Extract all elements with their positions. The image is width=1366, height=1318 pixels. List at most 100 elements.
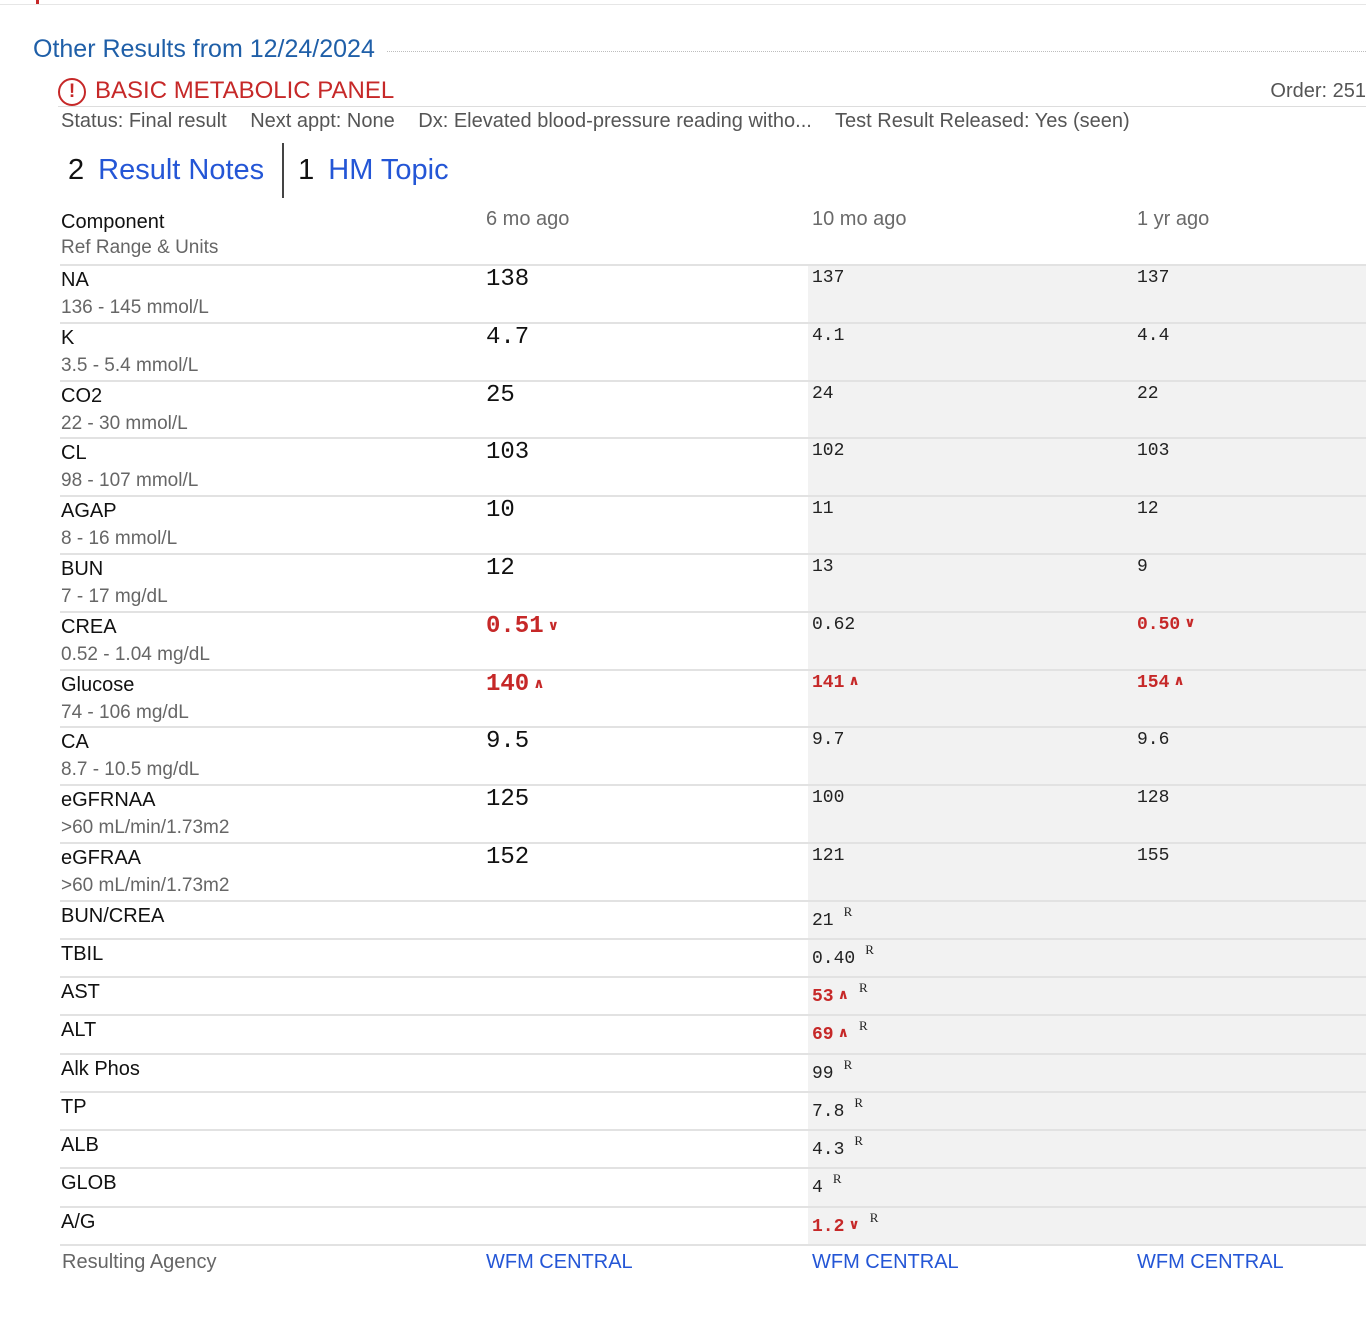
result-value-text: 21 bbox=[812, 911, 834, 931]
result-value-6mo[interactable]: 12 bbox=[486, 555, 515, 582]
panel-title[interactable]: BASIC METABOLIC PANEL bbox=[95, 77, 395, 104]
result-value-6mo[interactable]: 140 ∧ bbox=[486, 671, 545, 698]
result-value-10mo[interactable]: 4.1 bbox=[812, 326, 844, 346]
component-name[interactable]: CL bbox=[61, 442, 87, 464]
table-row: CO2 22 - 30 mmol/L 25 24 22 bbox=[60, 380, 1366, 439]
component-name[interactable]: AST bbox=[61, 981, 100, 1003]
result-note-marker[interactable]: R bbox=[843, 904, 853, 919]
component-name[interactable]: K bbox=[61, 327, 75, 349]
result-value-6mo[interactable]: 0.51 ∨ bbox=[486, 613, 559, 640]
result-value-1yr[interactable]: 155 bbox=[1137, 846, 1169, 866]
result-value-1yr[interactable]: 4.4 bbox=[1137, 326, 1169, 346]
result-value-6mo[interactable]: 4.7 bbox=[486, 324, 529, 351]
result-note-marker[interactable]: R bbox=[869, 1210, 879, 1225]
hm-topic-label[interactable]: HM Topic bbox=[328, 154, 449, 186]
result-value-10mo[interactable]: 102 bbox=[812, 441, 844, 461]
reference-range: 3.5 - 5.4 mmol/L bbox=[61, 355, 199, 376]
result-value-1yr[interactable]: 137 bbox=[1137, 268, 1169, 288]
result-value-10mo[interactable]: 69 ∧ R bbox=[812, 1018, 868, 1045]
section-header: Other Results from 12/24/2024 bbox=[33, 32, 1366, 66]
status-text: Status: Final result bbox=[61, 110, 227, 132]
result-value-10mo[interactable]: 13 bbox=[812, 557, 834, 577]
component-name[interactable]: Alk Phos bbox=[61, 1058, 140, 1080]
result-value-1yr[interactable]: 0.50 ∨ bbox=[1137, 615, 1196, 635]
agency-link-10mo[interactable]: WFM CENTRAL bbox=[812, 1251, 959, 1273]
result-value-6mo[interactable]: 152 bbox=[486, 844, 529, 871]
component-name[interactable]: CO2 bbox=[61, 385, 103, 407]
result-value-text: 7.8 bbox=[812, 1102, 845, 1122]
result-note-marker[interactable]: R bbox=[858, 1018, 868, 1033]
component-name[interactable]: BUN/CREA bbox=[61, 905, 165, 927]
result-note-marker[interactable]: R bbox=[832, 1171, 842, 1186]
result-value-10mo[interactable]: 0.62 bbox=[812, 615, 855, 635]
result-value-text: 11 bbox=[812, 499, 834, 519]
component-name[interactable]: NA bbox=[61, 269, 89, 291]
component-name[interactable]: A/G bbox=[61, 1211, 96, 1233]
result-value-6mo[interactable]: 138 bbox=[486, 266, 529, 293]
result-note-marker[interactable]: R bbox=[854, 1133, 864, 1148]
component-name[interactable]: ALB bbox=[61, 1134, 99, 1156]
result-value-1yr[interactable]: 12 bbox=[1137, 499, 1159, 519]
result-value-10mo[interactable]: 24 bbox=[812, 384, 834, 404]
result-value-6mo[interactable]: 25 bbox=[486, 382, 515, 409]
result-note-marker[interactable]: R bbox=[865, 942, 874, 957]
component-name[interactable]: eGFRAA bbox=[61, 847, 142, 869]
result-value-10mo[interactable]: 0.40 R bbox=[812, 942, 874, 969]
component-name[interactable]: CREA bbox=[61, 616, 117, 638]
hm-topic-link[interactable]: 1 HM Topic bbox=[298, 154, 448, 187]
component-name[interactable]: BUN bbox=[61, 558, 104, 580]
result-value-10mo[interactable]: 99 R bbox=[812, 1057, 852, 1084]
result-value-text: 0.62 bbox=[812, 615, 856, 635]
result-value-6mo[interactable]: 9.5 bbox=[486, 728, 529, 755]
result-value-text: 102 bbox=[812, 441, 845, 461]
result-value-6mo[interactable]: 10 bbox=[486, 497, 515, 524]
result-value-10mo[interactable]: 141 ∧ bbox=[812, 673, 860, 693]
component-name[interactable]: CA bbox=[61, 731, 89, 753]
result-value-text: 4.3 bbox=[812, 1140, 845, 1160]
result-note-marker[interactable]: R bbox=[854, 1095, 864, 1110]
result-value-10mo[interactable]: 9.7 bbox=[812, 730, 844, 750]
agency-link-1yr[interactable]: WFM CENTRAL bbox=[1137, 1251, 1284, 1273]
result-value-text: 99 bbox=[812, 1064, 834, 1084]
next-appt-text: Next appt: None bbox=[250, 110, 395, 132]
result-value-1yr[interactable]: 154 ∧ bbox=[1137, 673, 1185, 693]
result-value-6mo[interactable]: 103 bbox=[486, 439, 529, 466]
result-value-1yr[interactable]: 128 bbox=[1137, 788, 1169, 808]
component-name[interactable]: TP bbox=[61, 1096, 87, 1118]
result-value-6mo[interactable]: 125 bbox=[486, 786, 529, 813]
result-value-10mo[interactable]: 53 ∧ R bbox=[812, 980, 868, 1007]
component-name[interactable]: AGAP bbox=[61, 500, 117, 522]
agency-link-6mo[interactable]: WFM CENTRAL bbox=[486, 1251, 633, 1273]
result-value-10mo[interactable]: 100 bbox=[812, 788, 844, 808]
result-notes-label[interactable]: Result Notes bbox=[98, 154, 265, 186]
result-value-text: 152 bbox=[486, 844, 530, 871]
result-value-10mo[interactable]: 11 bbox=[812, 499, 834, 519]
component-name[interactable]: TBIL bbox=[61, 943, 104, 965]
result-value-1yr[interactable]: 9 bbox=[1137, 557, 1148, 577]
result-value-10mo[interactable]: 121 bbox=[812, 846, 844, 866]
result-value-10mo[interactable]: 1.2 ∨ R bbox=[812, 1210, 878, 1237]
component-name[interactable]: Glucose bbox=[61, 674, 135, 696]
top-accent-mark bbox=[36, 0, 39, 4]
result-value-10mo[interactable]: 7.8 R bbox=[812, 1095, 863, 1122]
component-name[interactable]: ALT bbox=[61, 1019, 97, 1041]
result-note-marker[interactable]: R bbox=[843, 1057, 853, 1072]
result-value-text: 140 bbox=[486, 671, 530, 698]
result-value-10mo[interactable]: 137 bbox=[812, 268, 844, 288]
result-value-1yr[interactable]: 22 bbox=[1137, 384, 1159, 404]
component-name[interactable]: GLOB bbox=[61, 1172, 117, 1194]
result-value-1yr[interactable]: 103 bbox=[1137, 441, 1169, 461]
result-value-10mo[interactable]: 21 R bbox=[812, 904, 852, 931]
component-name[interactable]: eGFRNAA bbox=[61, 789, 156, 811]
result-notes-link[interactable]: 2 Result Notes bbox=[68, 154, 264, 187]
alert-exclamation-icon: ! bbox=[58, 78, 86, 106]
result-value-text: 25 bbox=[486, 382, 515, 409]
result-note-marker[interactable]: R bbox=[858, 980, 868, 995]
table-row: AGAP 8 - 16 mmol/L 10 11 12 bbox=[60, 495, 1366, 555]
table-row: eGFRAA >60 mL/min/1.73m2 152 121 155 bbox=[60, 842, 1366, 902]
reference-range: 8 - 16 mmol/L bbox=[61, 528, 178, 549]
result-value-10mo[interactable]: 4.3 R bbox=[812, 1133, 863, 1160]
result-value-1yr[interactable]: 9.6 bbox=[1137, 730, 1169, 750]
high-flag-arrow-up-icon: ∧ bbox=[533, 676, 545, 692]
